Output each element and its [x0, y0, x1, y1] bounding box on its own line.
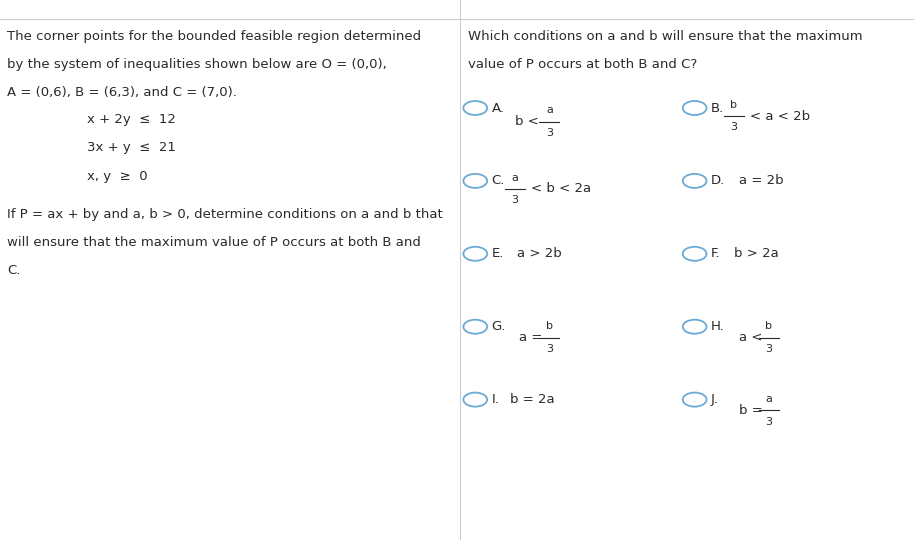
Text: 3: 3 [546, 128, 553, 138]
Text: The corner points for the bounded feasible region determined: The corner points for the bounded feasib… [7, 30, 421, 43]
Text: will ensure that the maximum value of P occurs at both B and: will ensure that the maximum value of P … [7, 236, 421, 249]
Text: b <: b < [515, 115, 543, 128]
Text: by the system of inequalities shown below are O = (0,0),: by the system of inequalities shown belo… [7, 58, 387, 71]
Text: b: b [546, 321, 553, 331]
Text: A = (0,6), B = (6,3), and C = (7,0).: A = (0,6), B = (6,3), and C = (7,0). [7, 86, 238, 99]
Text: b > 2a: b > 2a [734, 247, 779, 260]
Text: a = 2b: a = 2b [739, 174, 783, 187]
Text: a: a [511, 173, 518, 183]
Text: If P = ax + by and a, b > 0, determine conditions on a and b that: If P = ax + by and a, b > 0, determine c… [7, 208, 443, 221]
Text: < a < 2b: < a < 2b [750, 110, 811, 123]
Text: 3x + y  ≤  21: 3x + y ≤ 21 [87, 141, 175, 154]
Text: b = 2a: b = 2a [510, 393, 555, 406]
Text: J.: J. [711, 393, 719, 406]
Text: x + 2y  ≤  12: x + 2y ≤ 12 [87, 113, 175, 126]
Text: b: b [765, 321, 772, 331]
Text: F.: F. [711, 247, 720, 260]
Text: E.: E. [492, 247, 505, 260]
Text: H.: H. [711, 320, 725, 333]
Text: a: a [546, 105, 553, 115]
Text: 3: 3 [730, 123, 738, 132]
Text: B.: B. [711, 102, 724, 114]
Text: C.: C. [7, 264, 21, 277]
Text: I.: I. [492, 393, 500, 406]
Text: 3: 3 [511, 195, 518, 205]
Text: x, y  ≥  0: x, y ≥ 0 [87, 170, 147, 183]
Text: b: b [730, 100, 738, 110]
Text: a <: a < [739, 331, 766, 344]
Text: D.: D. [711, 174, 726, 187]
Text: G.: G. [492, 320, 506, 333]
Text: value of P occurs at both B and C?: value of P occurs at both B and C? [468, 58, 697, 71]
Text: a > 2b: a > 2b [517, 247, 562, 260]
Text: b =: b = [739, 404, 767, 417]
Text: a: a [765, 394, 772, 404]
Text: A.: A. [492, 102, 505, 114]
Text: Which conditions on a and b will ensure that the maximum: Which conditions on a and b will ensure … [468, 30, 863, 43]
Text: C.: C. [492, 174, 505, 187]
Text: 3: 3 [546, 344, 553, 354]
Text: 3: 3 [765, 417, 772, 427]
Text: a =: a = [519, 331, 547, 344]
Text: 3: 3 [765, 344, 772, 354]
Text: < b < 2a: < b < 2a [531, 183, 591, 195]
